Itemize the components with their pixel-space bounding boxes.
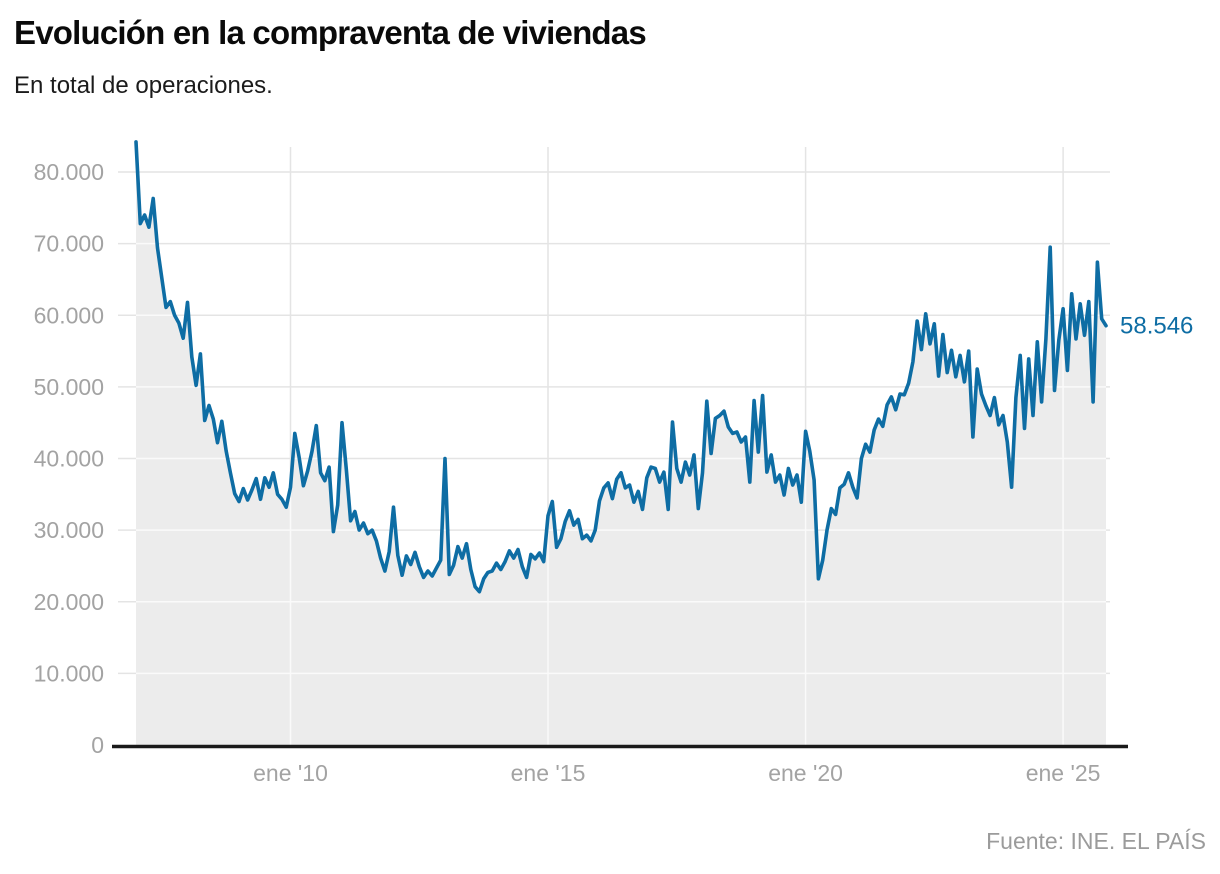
y-axis-tick-label: 80.000: [34, 159, 104, 185]
x-axis-tick-label: ene '25: [1026, 760, 1101, 786]
x-axis-tick-label: ene '10: [253, 760, 328, 786]
chart-title: Evolución en la compraventa de viviendas: [14, 14, 647, 51]
y-axis-tick-label: 30.000: [34, 517, 104, 543]
x-axis-tick-label: ene '20: [768, 760, 843, 786]
y-axis-tick-label: 0: [91, 732, 104, 758]
source-credit: Fuente: INE. EL PAÍS: [986, 828, 1206, 854]
y-axis-tick-label: 10.000: [34, 660, 104, 686]
y-axis-tick-label: 50.000: [34, 374, 104, 400]
area-fill: [136, 141, 1106, 745]
y-axis-tick-label: 20.000: [34, 589, 104, 615]
current-value-label: 58.546: [1120, 313, 1193, 340]
y-axis-tick-label: 60.000: [34, 302, 104, 328]
y-axis-tick-label: 40.000: [34, 446, 104, 472]
y-axis-tick-label: 70.000: [34, 231, 104, 257]
x-axis-tick-label: ene '15: [511, 760, 586, 786]
chart-subtitle: En total de operaciones.: [14, 72, 273, 99]
series-line: [134, 140, 1108, 594]
